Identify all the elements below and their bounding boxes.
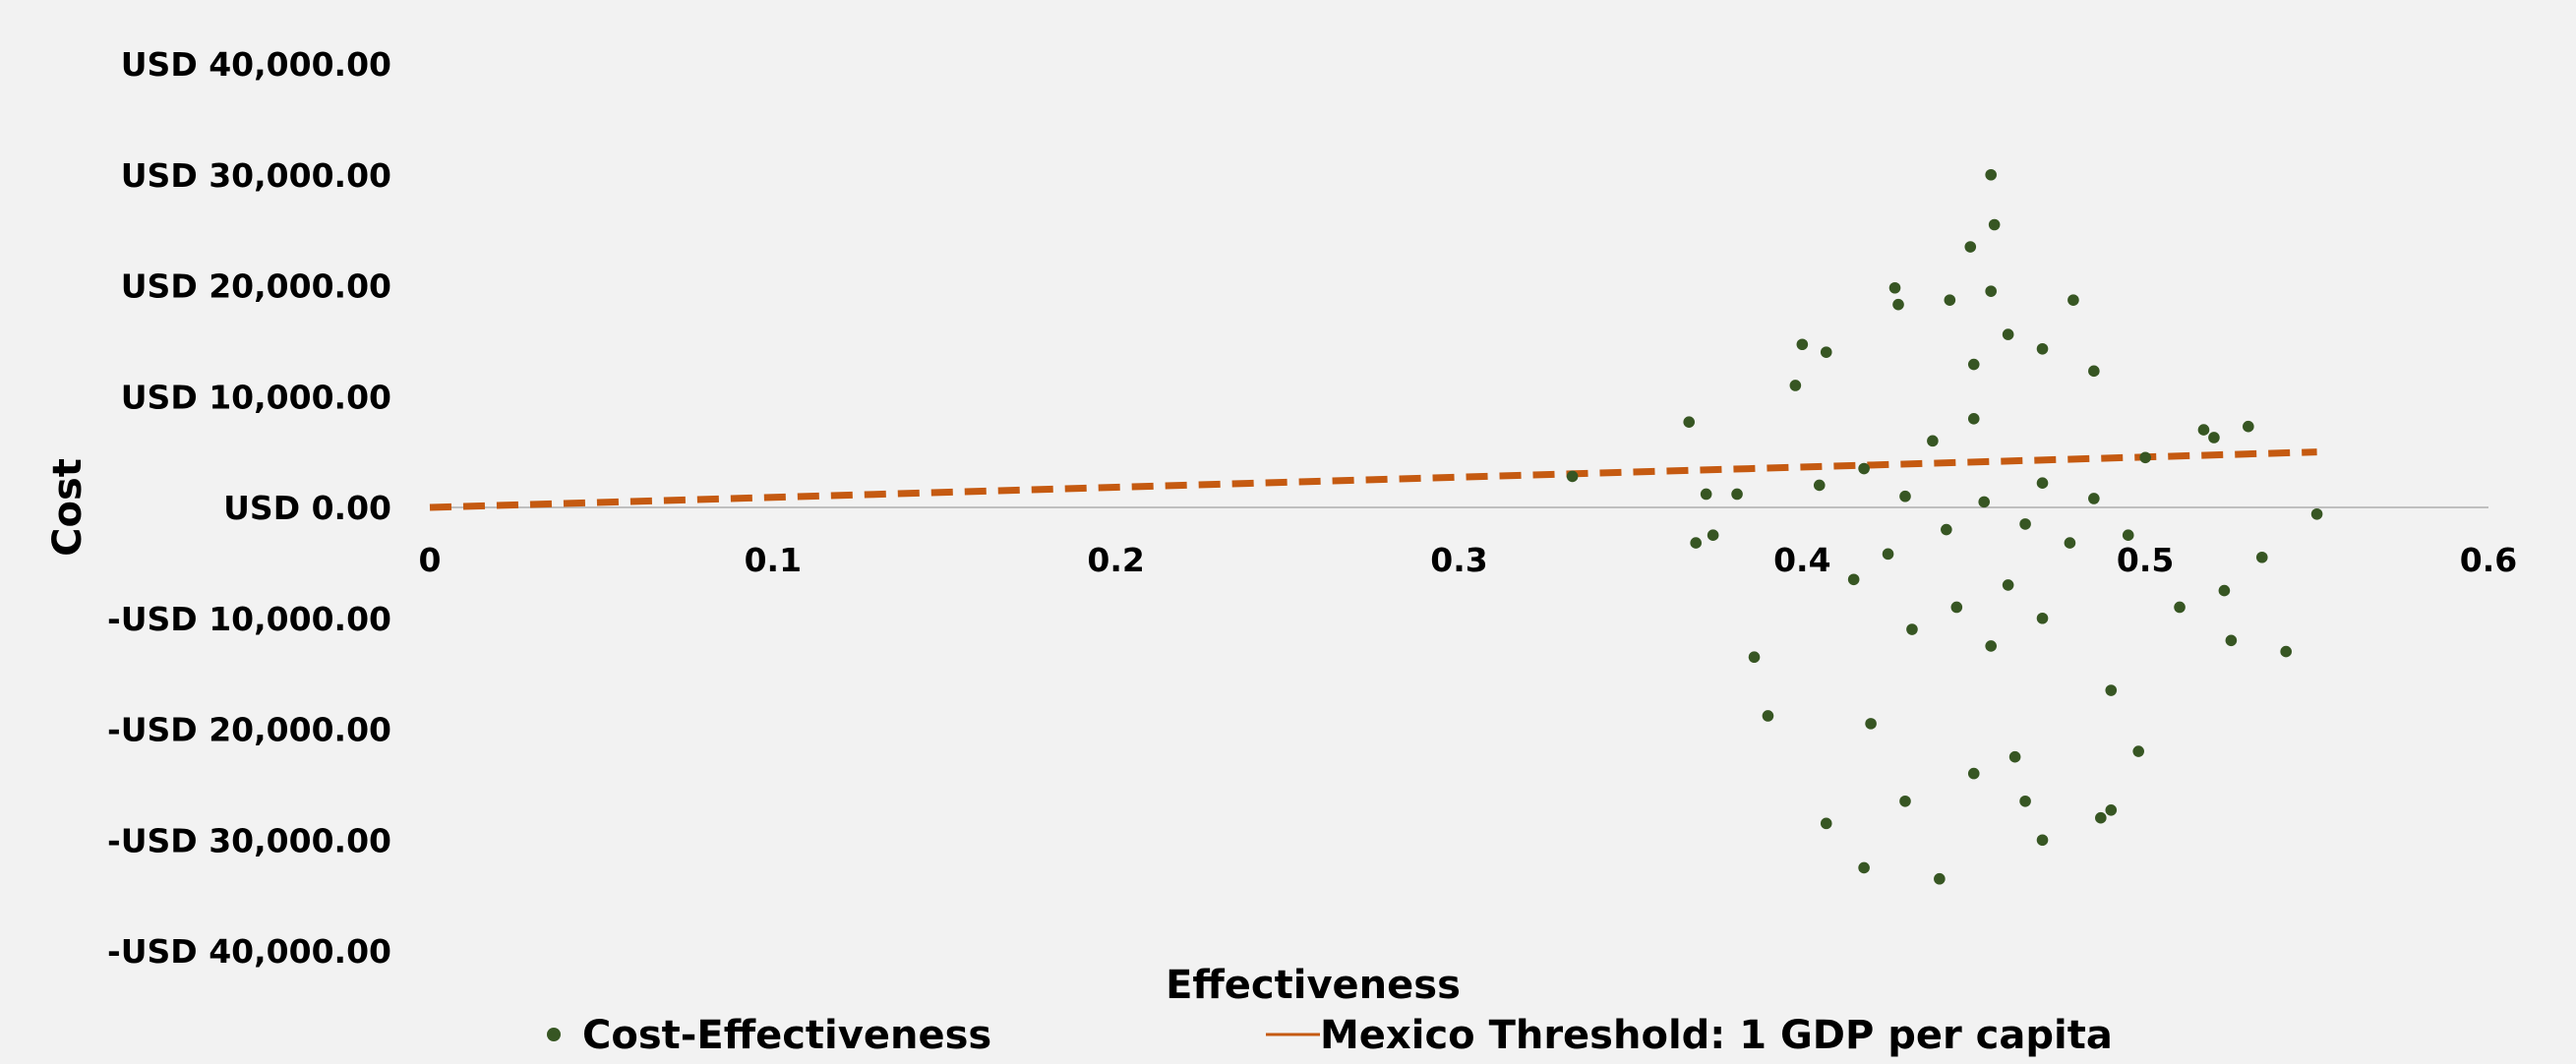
scatter-point: [1964, 241, 1977, 253]
scatter-point: [1941, 523, 1952, 536]
x-tick-label: 0.1: [745, 541, 802, 579]
scatter-point: [1985, 640, 1997, 652]
y-tick-label: -USD 10,000.00: [107, 600, 391, 638]
scatter-point: [1967, 767, 1980, 780]
scatter-point: [2088, 365, 2100, 378]
scatter-point: [1813, 479, 1826, 492]
scatter-point: [2218, 584, 2231, 597]
scatter-point: [2008, 750, 2021, 763]
scatter-point: [2122, 529, 2134, 541]
scatter-point: [1820, 346, 1832, 358]
scatter-point: [2036, 612, 2049, 624]
scatter-point: [1865, 718, 1877, 730]
y-tick-label: -USD 20,000.00: [107, 711, 391, 749]
y-tick-label: USD 30,000.00: [121, 156, 391, 195]
scatter-point: [1731, 488, 1743, 501]
scatter-point: [1762, 710, 1774, 722]
scatter-point: [2036, 477, 2049, 489]
scatter-point: [2019, 795, 2031, 807]
y-axis-title: Cost: [45, 458, 90, 557]
threshold-line: [429, 448, 2317, 511]
x-tick-label: 0.4: [1773, 541, 1830, 579]
scatter-point: [2105, 684, 2118, 696]
scatter-point: [1988, 218, 2001, 231]
scatter-point: [1892, 298, 1904, 311]
scatter-point: [1820, 817, 1832, 830]
scatter-point: [1967, 358, 1980, 371]
scatter-point: [1858, 861, 1870, 874]
scatter-point: [1934, 872, 1946, 885]
scatter-point: [2208, 432, 2220, 443]
legend-label-threshold: Mexico Threshold: 1 GDP per capita: [1320, 1013, 2113, 1058]
scatter-point: [2310, 507, 2323, 520]
y-tick-label: USD 40,000.00: [121, 45, 391, 84]
scatter-point: [2002, 328, 2014, 340]
scatter-point: [1985, 285, 1997, 297]
y-tick-label: USD 0.00: [223, 489, 391, 527]
scatter-point: [2139, 451, 2151, 464]
scatter-point: [1927, 435, 1939, 447]
scatter-point: [2002, 579, 2014, 591]
scatter-point: [1899, 490, 1911, 502]
scatter-point: [2095, 811, 2107, 824]
scatter-point: [2280, 645, 2292, 658]
scatter-point: [1789, 380, 1802, 391]
scatter-point: [2225, 634, 2238, 647]
scatter-point: [1950, 601, 1963, 614]
scatter-point: [1882, 548, 1894, 561]
y-tick-label: -USD 30,000.00: [107, 821, 391, 859]
y-tick-label: USD 20,000.00: [121, 267, 391, 306]
legend-label-cost-effectiveness: Cost-Effectiveness: [582, 1013, 991, 1058]
scatter-point: [2174, 601, 2186, 614]
x-tick-label: 0: [419, 541, 442, 579]
scatter-point: [1899, 795, 1911, 807]
scatter-point: [1748, 651, 1761, 664]
scatter-point: [1796, 338, 1809, 351]
x-tick-label: 0.2: [1087, 541, 1144, 579]
scatter-point: [2197, 424, 2210, 436]
scatter-point: [1858, 462, 1870, 475]
legend: Cost-Effectiveness Mexico Threshold: 1 G…: [547, 1013, 2113, 1058]
scatter-point: [1888, 281, 1901, 294]
x-tick-label: 0.6: [2460, 541, 2517, 579]
x-axis-title: Effectiveness: [1166, 963, 1461, 1008]
scatter-point: [1906, 623, 1918, 635]
scatter-point: [2064, 537, 2076, 549]
scatter-point: [1978, 496, 1991, 508]
scatter-point: [2036, 834, 2049, 847]
scatter-point: [1967, 413, 1980, 425]
scatter-point: [1683, 416, 1696, 428]
scatter-point: [1985, 168, 1997, 181]
scatter-point: [1700, 488, 1712, 501]
scatter-point: [1690, 537, 1702, 549]
x-tick-label: 0.5: [2117, 541, 2174, 579]
scatter-point: [2243, 420, 2254, 433]
x-tick-label: 0.3: [1430, 541, 1487, 579]
y-tick-label: -USD 40,000.00: [107, 932, 391, 971]
scatter-point: [1944, 294, 1956, 306]
scatter-point: [1847, 573, 1860, 586]
scatter-point: [1566, 470, 1579, 483]
scatter-point: [2105, 804, 2118, 816]
legend-marker-cost-effectiveness: [547, 1028, 561, 1041]
scatter-point: [2019, 518, 2031, 530]
scatter-point: [2255, 551, 2268, 563]
scatter-point: [2088, 493, 2100, 504]
scatter-point: [1707, 529, 1719, 541]
y-tick-label: USD 10,000.00: [121, 378, 391, 416]
scatter-point: [2132, 745, 2144, 757]
scatter-point: [2067, 294, 2079, 306]
scatter-point: [2036, 342, 2049, 355]
